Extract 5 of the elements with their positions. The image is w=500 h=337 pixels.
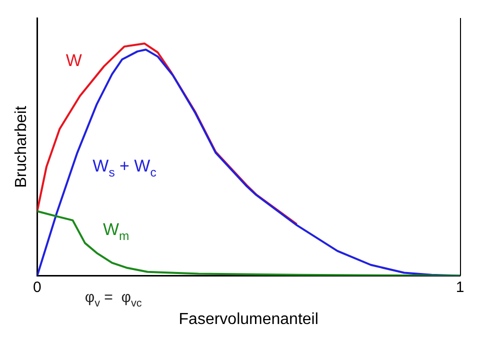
series-label: W — [66, 51, 82, 70]
x-axis-title: Faservolumenanteil — [178, 310, 318, 328]
x-tick-label: 0 — [33, 278, 42, 296]
y-axis-title: Brucharbeit — [13, 105, 30, 188]
x-tick-label: 1 — [456, 278, 464, 296]
